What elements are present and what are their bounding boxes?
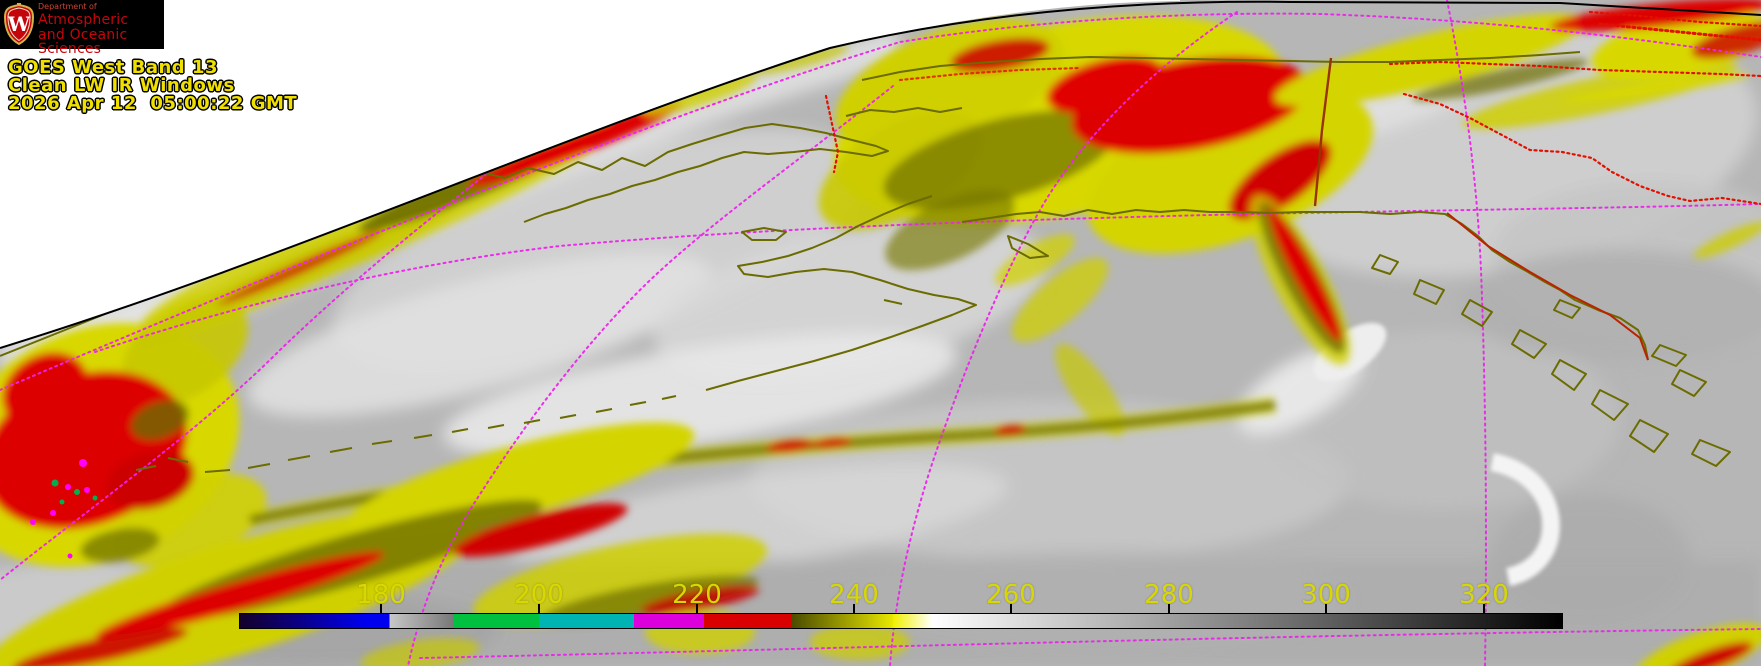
colorbar-label: 280 <box>1144 580 1194 610</box>
meridian-3 <box>889 11 1238 666</box>
earth-limb <box>0 0 1761 349</box>
coast-west-alaska <box>705 195 977 391</box>
title-timestamp: 2026 Apr 12 05:00:22 GMT <box>8 93 298 114</box>
temperature-colorbar <box>239 613 1563 629</box>
parallel-near-limb <box>0 12 1761 391</box>
title-product: Clean LW IR Windows <box>8 75 235 96</box>
colorbar-tick <box>1010 604 1012 613</box>
colorbar-label: 240 <box>829 580 879 610</box>
colorbar-tick <box>1168 604 1170 613</box>
alaska-yukon-border <box>1313 57 1333 207</box>
dept-name-line1: Atmospheric <box>38 12 129 28</box>
coastline-layer <box>0 51 1731 473</box>
svg-text:W: W <box>7 12 31 36</box>
title-satellite-band: GOES West Band 13 <box>8 57 218 78</box>
boundary-dotted-layer <box>86 10 1761 298</box>
coast-south-alaska <box>961 209 1649 361</box>
colorbar-tick <box>853 604 855 613</box>
coast-aleutians <box>135 395 677 473</box>
colorbar-label: 320 <box>1459 580 1509 610</box>
alaska-bc-border <box>1402 92 1761 206</box>
coast-arctic <box>861 51 1581 81</box>
cold-overshoot-specks <box>30 459 98 559</box>
bc-coast-red-line <box>1446 212 1649 361</box>
dept-of-label: Department of <box>38 2 97 11</box>
colorbar-tick <box>380 604 382 613</box>
coast-chukotka <box>405 123 889 223</box>
image-title-block: GOES West Band 13 Clean LW IR Windows 20… <box>8 59 297 113</box>
colorbar-label: 220 <box>672 580 722 610</box>
uw-crest-icon: W <box>4 3 34 45</box>
colorbar-label: 200 <box>514 580 564 610</box>
colorbar-label: 300 <box>1301 580 1351 610</box>
dept-name-line2: and Oceanic Sciences <box>38 27 128 57</box>
colorbar-tick <box>538 604 540 613</box>
colorbar-label: 260 <box>986 580 1036 610</box>
uw-logo-banner: W Department of Atmospheric and Oceanic … <box>0 0 164 56</box>
colorbar-tick <box>1325 604 1327 613</box>
colorbar-tick <box>696 604 698 613</box>
border-layer <box>1313 57 1649 361</box>
colorbar-tick <box>1483 604 1485 613</box>
meridian-2 <box>407 85 894 666</box>
limb-line <box>0 0 1761 349</box>
coast-se-archipelago <box>1371 254 1731 467</box>
meridian-1 <box>0 147 521 581</box>
meridian-4 <box>1446 0 1487 666</box>
colorbar-label: 180 <box>356 580 406 610</box>
parallel-50n <box>419 628 1761 659</box>
